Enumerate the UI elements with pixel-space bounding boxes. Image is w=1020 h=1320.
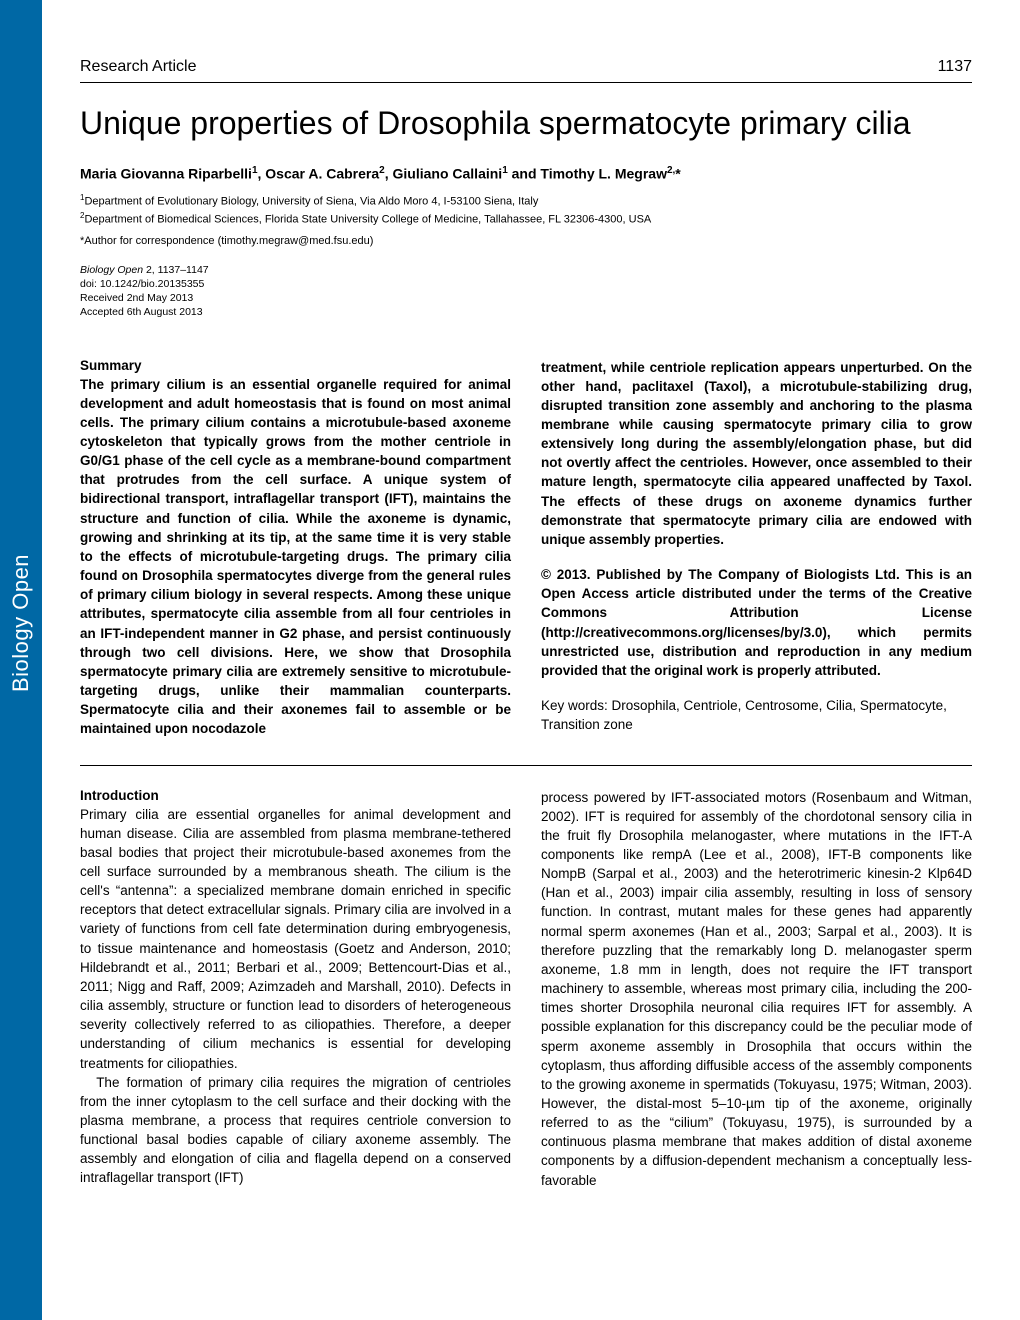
bibliographic-block: Biology Open 2, 1137–1147 doi: 10.1242/b… — [80, 263, 972, 320]
article-title: Unique properties of Drosophila spermato… — [80, 103, 972, 143]
affiliation-1-text: Department of Evolutionary Biology, Univ… — [84, 195, 538, 207]
page-root: Biology Open Research Article 1137 Uniqu… — [0, 0, 1020, 1320]
intro-heading: Introduction — [80, 788, 511, 803]
intro-left-column: Introduction Primary cilia are essential… — [80, 788, 511, 1190]
affiliation-2: 2Department of Biomedical Sciences, Flor… — [80, 210, 972, 229]
intro-right-column: process powered by IFT-associated motors… — [541, 788, 972, 1190]
received-date: Received 2nd May 2013 — [80, 291, 972, 305]
summary-right-text: treatment, while centriole replication a… — [541, 358, 972, 550]
header-rule — [80, 82, 972, 83]
intro-right-p1: process powered by IFT-associated motors… — [541, 788, 972, 1190]
introduction-section: Introduction Primary cilia are essential… — [80, 788, 972, 1190]
affiliations: 1Department of Evolutionary Biology, Uni… — [80, 192, 972, 229]
summary-left-text: The primary cilium is an essential organ… — [80, 375, 511, 739]
intro-left-p1: Primary cilia are essential organelles f… — [80, 805, 511, 1073]
citation-line: Biology Open 2, 1137–1147 — [80, 263, 972, 277]
affiliation-2-text: Department of Biomedical Sciences, Flori… — [84, 214, 651, 226]
page-number: 1137 — [938, 58, 972, 76]
affiliation-1: 1Department of Evolutionary Biology, Uni… — [80, 192, 972, 211]
accepted-date: Accepted 6th August 2013 — [80, 305, 972, 319]
doi-line: doi: 10.1242/bio.20135355 — [80, 277, 972, 291]
mid-rule — [80, 765, 972, 766]
journal-sidebar: Biology Open — [0, 0, 42, 1320]
intro-left-p2: The formation of primary cilia requires … — [80, 1073, 511, 1188]
journal-name-vertical: Biology Open — [8, 554, 34, 692]
license-text: © 2013. Published by The Company of Biol… — [541, 565, 972, 680]
header-line: Research Article 1137 — [80, 58, 972, 76]
summary-heading: Summary — [80, 358, 511, 373]
summary-left-column: Summary The primary cilium is an essenti… — [80, 358, 511, 739]
intro-right-text: process powered by IFT-associated motors… — [541, 788, 972, 1190]
intro-left-text: Primary cilia are essential organelles f… — [80, 805, 511, 1188]
summary-right-column: treatment, while centriole replication a… — [541, 358, 972, 739]
correspondence: *Author for correspondence (timothy.megr… — [80, 235, 972, 247]
summary-section: Summary The primary cilium is an essenti… — [80, 358, 972, 739]
article-type: Research Article — [80, 58, 197, 76]
keywords: Key words: Drosophila, Centriole, Centro… — [541, 696, 972, 734]
article-content: Research Article 1137 Unique properties … — [42, 0, 1020, 1320]
volume-pages: 2, 1137–1147 — [143, 264, 209, 276]
journal-name-italic: Biology Open — [80, 264, 143, 276]
authors-line: Maria Giovanna Riparbelli1, Oscar A. Cab… — [80, 165, 972, 182]
